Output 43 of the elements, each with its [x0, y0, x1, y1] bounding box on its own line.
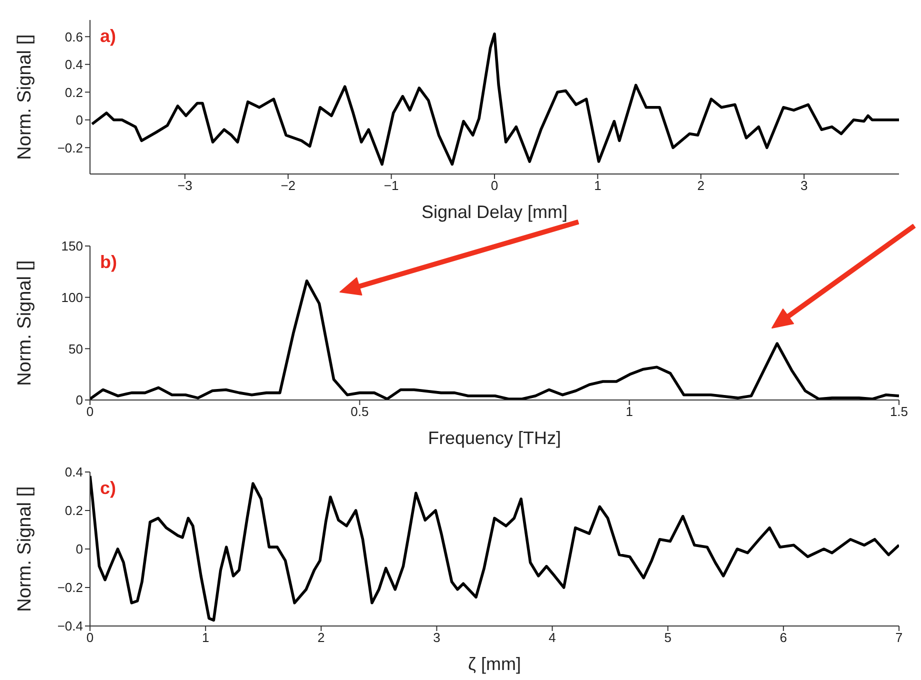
y-tick-label: 50 [68, 341, 83, 356]
annotation: c) [100, 478, 116, 499]
x-tick-label: 2 [697, 178, 704, 194]
x-tick-label: −3 [178, 178, 192, 194]
x-tick-label: 0.5 [350, 404, 369, 420]
x-tick-label: 1 [594, 178, 602, 194]
x-tick-label: 1 [626, 404, 633, 420]
y-tick-label: 0.4 [64, 464, 83, 480]
y-axis-title: Norm. Signal [] [14, 34, 36, 160]
x-tick-label: 5 [664, 630, 672, 646]
x-tick-label: 2 [318, 630, 325, 646]
y-tick-label: −0.2 [57, 140, 83, 156]
x-tick-label: 3 [800, 178, 808, 194]
y-tick-label: 0.2 [64, 503, 83, 518]
x-tick-label: −1 [384, 178, 399, 194]
y-tick-label: −0.2 [57, 580, 83, 596]
line-series [90, 474, 899, 622]
annotation: a) [100, 26, 116, 47]
y-tick-label: 0 [76, 542, 83, 557]
x-tick-label: −2 [280, 178, 296, 194]
y-tick-label: 150 [61, 238, 83, 254]
x-axis-title: Frequency [THz] [428, 428, 562, 448]
x-tick-label: 0 [86, 630, 94, 646]
x-tick-label: 1 [202, 630, 210, 646]
annotation: b) [100, 252, 117, 273]
y-tick-label: 100 [61, 290, 83, 305]
y-tick-label: 0.2 [64, 84, 83, 100]
x-tick-label: 3 [433, 630, 440, 646]
y-tick-label: −0.4 [57, 618, 83, 634]
y-axis-title: Norm. Signal [] [14, 260, 36, 386]
y-axis-title: Norm. Signal [] [14, 486, 36, 612]
x-tick-label: 4 [548, 630, 556, 646]
x-tick-label: 1.5 [890, 404, 908, 420]
x-axis-title: Signal Delay [mm] [421, 202, 568, 222]
x-tick-label: 6 [780, 630, 788, 646]
y-tick-label: 0.6 [64, 29, 83, 44]
y-tick-label: 0 [76, 112, 83, 128]
x-tick-label: 0 [86, 404, 94, 420]
x-tick-label: 7 [895, 630, 903, 646]
y-tick-label: 0 [76, 392, 83, 408]
x-tick-label: 0 [490, 178, 498, 194]
x-axis-title: ζ [mm] [468, 654, 521, 674]
y-tick-label: 0.4 [64, 57, 83, 72]
